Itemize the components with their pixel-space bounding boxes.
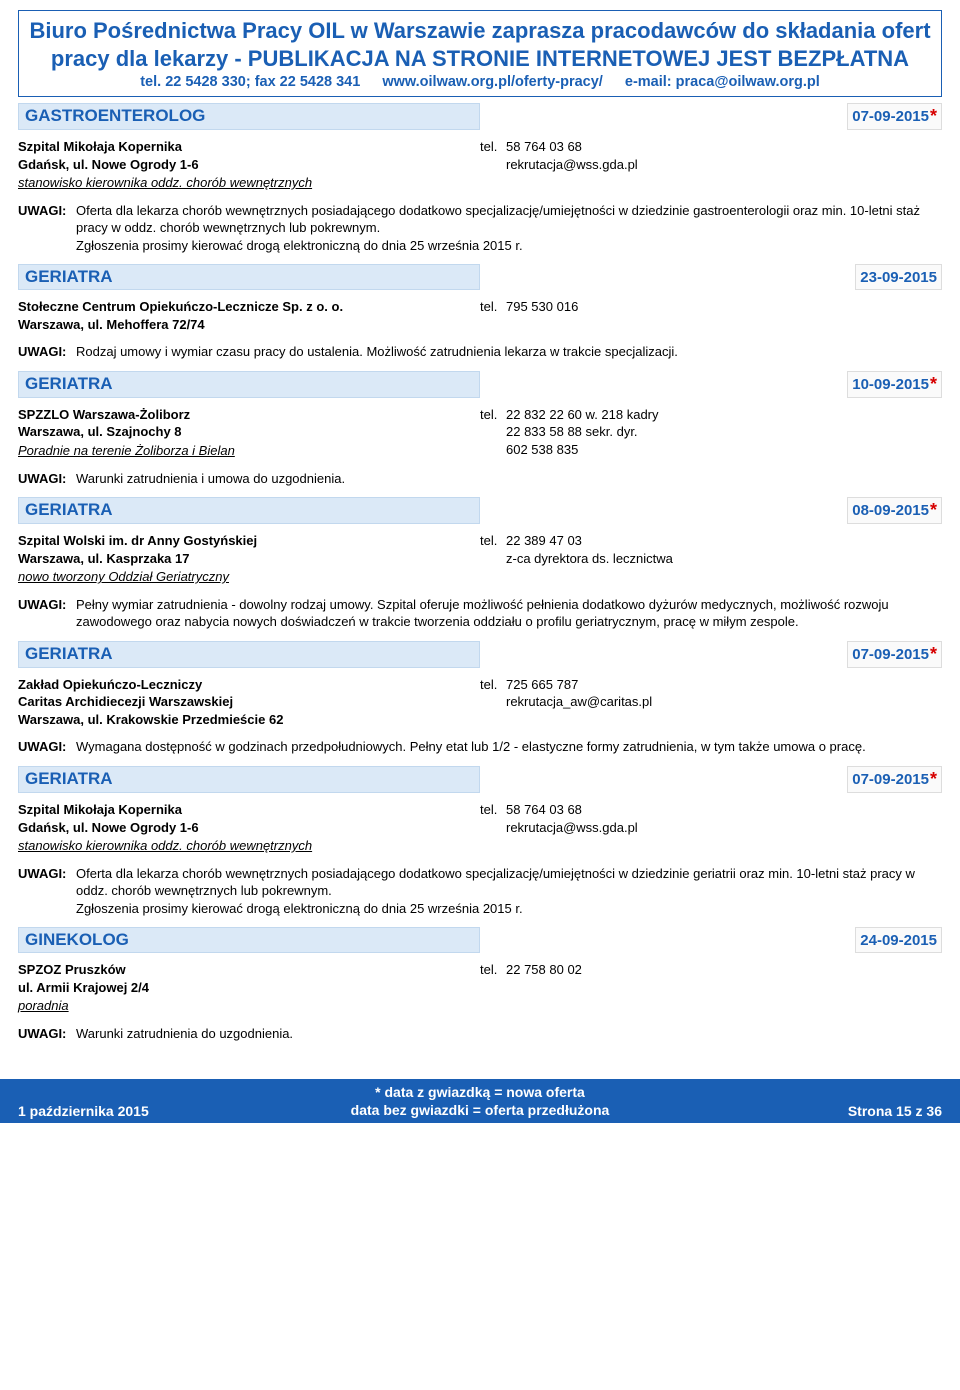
remarks: UWAGI:Rodzaj umowy i wymiar czasu pracy … <box>18 343 942 361</box>
specialty-title: GERIATRA <box>18 497 480 524</box>
listing: GINEKOLOG 24-09-2015 SPZOZ Pruszkówul. Arm… <box>18 927 942 1042</box>
header-contact: tel. 22 5428 330; fax 22 5428 341 www.oi… <box>29 74 931 90</box>
specialty-title: GERIATRA <box>18 371 480 398</box>
header-box: Biuro Pośrednictwa Pracy OIL w Warszawie… <box>18 10 942 97</box>
footer-page: Strona 15 z 36 <box>683 1103 942 1119</box>
page: Biuro Pośrednictwa Pracy OIL w Warszawie… <box>0 0 960 1043</box>
employer-info: Szpital Wolski im. dr Anny GostyńskiejWa… <box>18 532 480 586</box>
specialty-title: GERIATRA <box>18 264 480 290</box>
employer-info: Szpital Mikołaja KopernikaGdańsk, ul. No… <box>18 138 480 192</box>
listing-date: 07-09-2015* <box>847 641 942 668</box>
employer-info: Zakład Opiekuńczo-LeczniczyCaritas Archi… <box>18 676 480 729</box>
star-icon: * <box>930 106 937 127</box>
listing: GERIATRA 10-09-2015* SPZZLO Warszawa-Żolib… <box>18 371 942 487</box>
remarks: UWAGI:Warunki zatrudnienia do uzgodnieni… <box>18 1025 942 1043</box>
header-title-1: Biuro Pośrednictwa Pracy OIL w Warszawie… <box>29 17 931 45</box>
listing-date: 23-09-2015 <box>855 264 942 290</box>
star-icon: * <box>930 644 937 665</box>
remarks: UWAGI:Wymagana dostępność w godzinach pr… <box>18 738 942 756</box>
header-phone: tel. 22 5428 330; fax 22 5428 341 <box>140 74 360 90</box>
listing: GERIATRA 23-09-2015 Stołeczne Centrum Opie… <box>18 264 942 361</box>
listing: GERIATRA 07-09-2015* Szpital Mikołaja Kope… <box>18 766 942 917</box>
listing-date: 07-09-2015* <box>847 103 942 130</box>
contact-info: tel.725 665 787rekrutacja_aw@caritas.pl <box>480 676 942 729</box>
listing: GERIATRA 07-09-2015* Zakład Opiekuńczo-Lec… <box>18 641 942 756</box>
listing-date: 07-09-2015* <box>847 766 942 793</box>
header-email: e-mail: praca@oilwaw.org.pl <box>625 74 820 90</box>
footer-legend-1: * data z gwiazdką = nowa oferta <box>277 1083 684 1101</box>
contact-info: tel.58 764 03 68rekrutacja@wss.gda.pl <box>480 138 942 192</box>
star-icon: * <box>930 769 937 790</box>
listing-date: 24-09-2015 <box>855 927 942 953</box>
footer: 1 października 2015 * data z gwiazdką = … <box>0 1079 960 1123</box>
contact-info: tel.22 832 22 60 w. 218 kadry22 833 58 8… <box>480 406 942 460</box>
employer-info: Stołeczne Centrum Opiekuńczo-Lecznicze S… <box>18 298 480 333</box>
footer-legend: * data z gwiazdką = nowa oferta data bez… <box>277 1083 684 1119</box>
listings-container: GASTROENTEROLOG 07-09-2015* Szpital Mikoła… <box>18 103 942 1043</box>
contact-info: tel.795 530 016 <box>480 298 942 333</box>
footer-bar: 1 października 2015 * data z gwiazdką = … <box>0 1079 960 1123</box>
star-icon: * <box>930 500 937 521</box>
remarks: UWAGI:Oferta dla lekarza chorób wewnętrz… <box>18 202 942 255</box>
footer-date: 1 października 2015 <box>18 1103 277 1119</box>
employer-info: SPZZLO Warszawa-ŻoliborzWarszawa, ul. Sz… <box>18 406 480 460</box>
listing: GERIATRA 08-09-2015* Szpital Wolski im. dr… <box>18 497 942 631</box>
header-url: www.oilwaw.org.pl/oferty-pracy/ <box>382 74 603 90</box>
employer-info: SPZOZ Pruszkówul. Armii Krajowej 2/4pora… <box>18 961 480 1015</box>
remarks: UWAGI:Oferta dla lekarza chorób wewnętrz… <box>18 865 942 918</box>
listing-date: 08-09-2015* <box>847 497 942 524</box>
footer-legend-2: data bez gwiazdki = oferta przedłużona <box>277 1101 684 1119</box>
contact-info: tel.22 758 80 02 <box>480 961 942 1015</box>
star-icon: * <box>930 374 937 395</box>
listing-date: 10-09-2015* <box>847 371 942 398</box>
remarks: UWAGI:Pełny wymiar zatrudnienia - dowoln… <box>18 596 942 631</box>
employer-info: Szpital Mikołaja KopernikaGdańsk, ul. No… <box>18 801 480 855</box>
contact-info: tel.22 389 47 03z-ca dyrektora ds. leczn… <box>480 532 942 586</box>
header-title-2: pracy dla lekarzy - PUBLIKACJA NA STRONI… <box>29 45 931 73</box>
remarks: UWAGI:Warunki zatrudnienia i umowa do uz… <box>18 470 942 488</box>
listing: GASTROENTEROLOG 07-09-2015* Szpital Mikoła… <box>18 103 942 254</box>
specialty-title: GERIATRA <box>18 641 480 668</box>
specialty-title: GINEKOLOG <box>18 927 480 953</box>
specialty-title: GASTROENTEROLOG <box>18 103 480 130</box>
contact-info: tel.58 764 03 68rekrutacja@wss.gda.pl <box>480 801 942 855</box>
specialty-title: GERIATRA <box>18 766 480 793</box>
